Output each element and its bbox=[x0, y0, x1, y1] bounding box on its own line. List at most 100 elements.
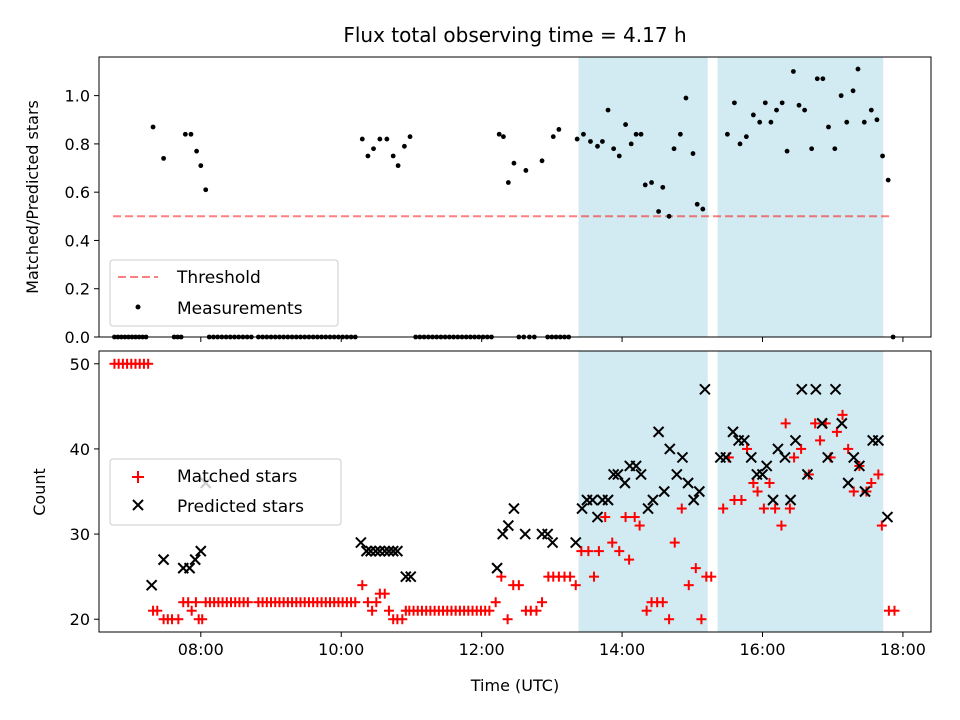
measurement-point bbox=[885, 177, 891, 183]
matched-star-marker bbox=[634, 520, 645, 531]
measurement-point bbox=[677, 131, 683, 137]
ratio-legend: Threshold Measurements bbox=[109, 259, 339, 327]
matched-star-marker bbox=[758, 503, 769, 514]
chart-title: Flux total observing time = 4.17 h bbox=[343, 23, 686, 47]
measurement-point bbox=[523, 168, 529, 173]
predicted-star-marker bbox=[355, 536, 367, 549]
matched-star-marker bbox=[593, 546, 604, 557]
count-axes-frame bbox=[98, 350, 932, 633]
matched-star-marker bbox=[796, 443, 807, 454]
matched-star-marker bbox=[789, 452, 800, 463]
predicted-star-marker bbox=[157, 553, 170, 566]
predicted-star-marker bbox=[405, 570, 417, 583]
measurement-point bbox=[690, 151, 696, 156]
measurement-point bbox=[796, 102, 802, 108]
matched-star-marker bbox=[513, 580, 524, 591]
measurement-point bbox=[633, 131, 639, 137]
measurement-point bbox=[750, 112, 756, 118]
legend-threshold-label: Threshold bbox=[176, 268, 261, 288]
predicted-star-marker bbox=[369, 545, 382, 557]
matched-star-marker bbox=[866, 477, 877, 488]
legend-measurements-swatch bbox=[135, 304, 141, 310]
measurement-point bbox=[666, 213, 672, 219]
matched-star-marker bbox=[484, 605, 495, 616]
matched-star-marker bbox=[383, 605, 394, 616]
measurement-point bbox=[802, 107, 808, 113]
ratio-x-ticks bbox=[200, 337, 904, 342]
measurement-point bbox=[359, 136, 365, 142]
predicted-star-marker bbox=[699, 383, 711, 396]
predicted-star-marker bbox=[664, 443, 676, 455]
measurement-point bbox=[850, 88, 856, 94]
ratio-panel: 0.0 0.2 0.4 0.6 0.8 1.0 Matched/Predicted sta… bbox=[23, 56, 932, 347]
measurement-point bbox=[188, 131, 194, 137]
predicted-star-marker bbox=[822, 451, 834, 464]
predicted-star-marker bbox=[635, 468, 647, 481]
matched-stars-points bbox=[109, 358, 900, 625]
measurement-point bbox=[371, 146, 376, 152]
measurement-point bbox=[762, 100, 768, 106]
matched-star-marker bbox=[565, 571, 576, 582]
matched-star-marker bbox=[629, 512, 640, 523]
y-tick-label: 40 bbox=[70, 440, 90, 459]
predicted-star-marker bbox=[848, 451, 860, 464]
matched-star-marker bbox=[190, 597, 201, 608]
measurement-point bbox=[638, 131, 644, 137]
measurement-point bbox=[407, 134, 413, 140]
measurement-point bbox=[161, 155, 166, 161]
measurement-point bbox=[642, 182, 648, 188]
predicted-star-marker bbox=[365, 545, 377, 557]
matched-star-marker bbox=[748, 477, 759, 488]
measurement-point bbox=[365, 153, 371, 159]
count-y-axis-label: Count bbox=[30, 468, 49, 516]
measurement-point bbox=[595, 143, 600, 149]
y-tick-label: 20 bbox=[70, 610, 90, 629]
matched-star-marker bbox=[815, 435, 826, 446]
x-tick-label: 12:00 bbox=[459, 640, 505, 659]
predicted-stars-points bbox=[145, 383, 894, 591]
predicted-star-marker bbox=[767, 494, 779, 506]
measurement-point bbox=[861, 119, 867, 125]
y-tick-label: 0.0 bbox=[65, 328, 90, 347]
measurement-point bbox=[784, 148, 790, 154]
predicted-star-marker bbox=[619, 477, 631, 489]
predicted-star-marker bbox=[784, 494, 797, 506]
measurement-point bbox=[838, 93, 844, 99]
measurement-point bbox=[384, 136, 390, 142]
measurement-point bbox=[724, 131, 730, 137]
matched-star-marker bbox=[696, 614, 707, 625]
predicted-star-marker bbox=[738, 434, 750, 447]
measurement-point bbox=[809, 146, 815, 152]
matched-star-marker bbox=[531, 605, 542, 616]
matched-star-marker bbox=[706, 571, 717, 582]
legend-predicted-swatch bbox=[132, 499, 144, 511]
measurement-point bbox=[496, 131, 502, 137]
measurement-point bbox=[671, 146, 677, 152]
matched-star-marker bbox=[676, 503, 687, 514]
matched-star-marker bbox=[152, 605, 163, 616]
measurement-point bbox=[757, 119, 763, 125]
measurement-point bbox=[660, 184, 666, 190]
predicted-star-marker bbox=[829, 383, 842, 396]
legend-matched-swatch bbox=[132, 471, 144, 483]
y-tick-label: 1.0 bbox=[65, 87, 90, 106]
matched-star-marker bbox=[367, 605, 378, 616]
predicted-star-marker bbox=[497, 528, 509, 540]
measurement-point bbox=[588, 139, 593, 144]
measurement-point bbox=[395, 163, 401, 169]
predicted-star-marker bbox=[647, 494, 659, 506]
measurement-point bbox=[779, 100, 785, 106]
matched-star-marker bbox=[186, 605, 197, 616]
predicted-star-marker bbox=[576, 502, 588, 515]
matched-star-marker bbox=[379, 588, 390, 599]
matched-star-marker bbox=[843, 443, 854, 454]
measurement-point bbox=[550, 134, 556, 140]
measurement-point bbox=[581, 131, 586, 137]
matched-star-marker bbox=[683, 580, 694, 591]
matched-star-marker bbox=[570, 580, 581, 591]
measurement-point bbox=[768, 119, 774, 125]
predicted-star-marker bbox=[687, 494, 700, 506]
measurement-point bbox=[390, 153, 396, 159]
